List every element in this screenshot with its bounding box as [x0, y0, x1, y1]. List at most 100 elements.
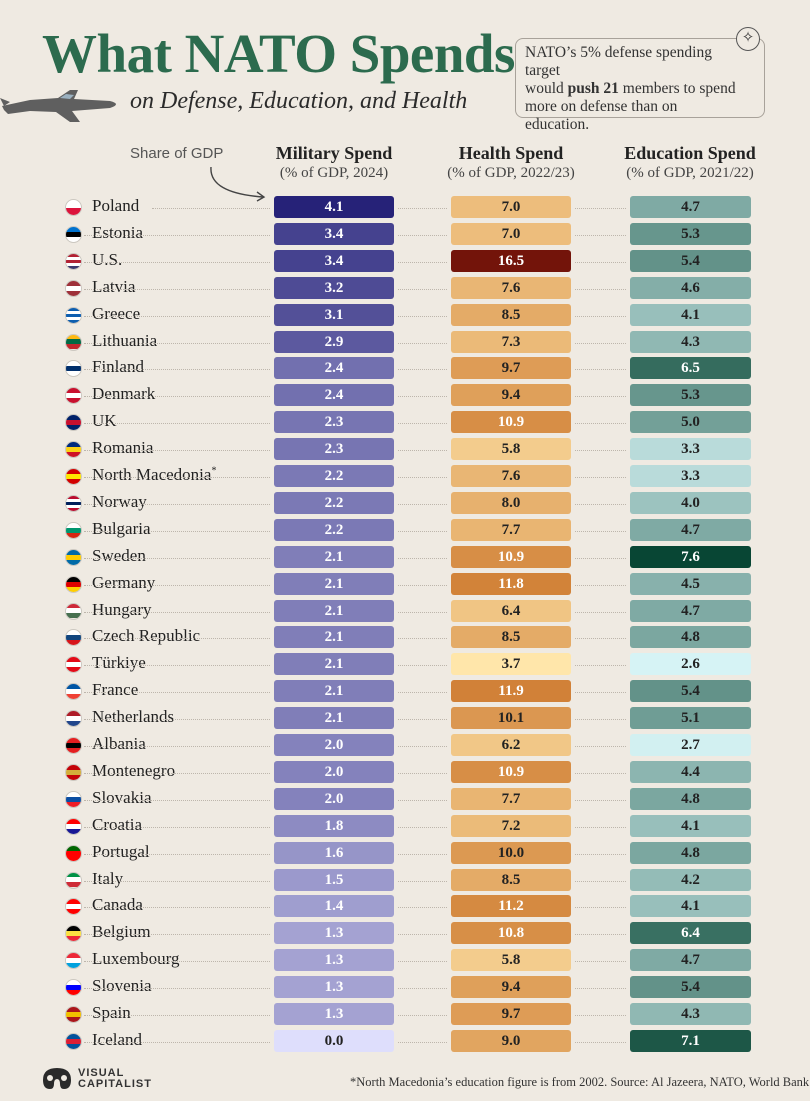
country-name: Hungary — [92, 599, 152, 619]
education-column-subtitle: (% of GDP, 2021/22) — [626, 165, 754, 181]
flag-icon — [65, 360, 82, 378]
military-column-subtitle: (% of GDP, 2024) — [279, 165, 389, 181]
health-value-cell: 8.5 — [451, 626, 571, 649]
country-name: Finland — [92, 357, 144, 377]
footnote-mark: * — [211, 465, 217, 477]
health-value-cell: 7.0 — [451, 222, 571, 245]
military-value-cell: 2.4 — [274, 357, 394, 380]
country-name: Latvia — [92, 276, 136, 296]
table-row: U.S. 3.4 16.5 5.4 — [0, 247, 810, 274]
health-value-cell: 7.6 — [451, 276, 571, 299]
country-name: Netherlands — [92, 707, 175, 727]
row-leader-dots — [152, 208, 270, 209]
row-leader-dots — [398, 315, 447, 317]
row-leader-dots — [84, 611, 270, 613]
row-leader-dots — [84, 261, 270, 263]
country-name: Denmark — [92, 384, 156, 404]
row-leader-dots — [84, 477, 270, 478]
health-value-cell: 10.9 — [451, 411, 571, 434]
row-leader-dots — [575, 315, 626, 317]
row-leader-dots — [398, 261, 447, 263]
health-value-cell: 8.5 — [451, 868, 571, 891]
row-leader-dots — [84, 396, 270, 398]
country-name: Italy — [92, 868, 124, 888]
country-name: Romania — [92, 438, 154, 458]
flag-icon — [65, 1032, 82, 1050]
education-value-cell: 5.4 — [630, 249, 751, 272]
table-row: Latvia 3.2 7.6 4.6 — [0, 274, 810, 301]
country-name: Iceland — [92, 1029, 143, 1049]
footnote: *North Macedonia’s education figure is f… — [350, 1075, 810, 1089]
table-row: Poland 4.1 7.0 4.7 — [0, 193, 810, 220]
row-leader-dots — [398, 208, 447, 209]
military-value-cell: 2.2 — [274, 465, 394, 487]
health-value-cell: 10.8 — [451, 922, 571, 945]
brand-line-1: VISUAL — [78, 1067, 125, 1079]
country-name: Spain — [92, 1003, 131, 1022]
military-value-cell: 2.3 — [274, 438, 394, 461]
row-leader-dots — [575, 208, 626, 209]
military-value-cell: 3.2 — [274, 276, 394, 299]
country-name: Bulgaria — [92, 518, 151, 538]
row-leader-dots — [575, 477, 626, 478]
row-leader-dots — [398, 880, 447, 882]
military-value-cell: 1.6 — [274, 841, 394, 864]
flag-icon — [65, 844, 82, 862]
military-value-cell: 0.0 — [274, 1029, 394, 1052]
flag-icon — [65, 521, 82, 539]
health-value-cell: 16.5 — [451, 249, 571, 272]
row-leader-dots — [575, 638, 626, 640]
flag-icon — [65, 925, 82, 943]
education-value-cell: 6.5 — [630, 357, 751, 380]
military-value-cell: 2.1 — [274, 626, 394, 649]
table-row: Türkiye 2.1 3.7 2.6 — [0, 650, 810, 677]
military-value-cell: 1.3 — [274, 976, 394, 999]
table-row: Norway 2.2 8.0 4.0 — [0, 489, 810, 516]
note-text: members to spend — [618, 80, 736, 97]
table-row: Bulgaria 2.2 7.7 4.7 — [0, 516, 810, 543]
row-leader-dots — [398, 342, 447, 344]
military-value-cell: 2.9 — [274, 330, 394, 353]
flag-icon — [65, 199, 82, 216]
flag-icon — [65, 306, 82, 324]
row-leader-dots — [575, 234, 626, 236]
flag-icon — [65, 979, 82, 997]
table-row: Montenegro 2.0 10.9 4.4 — [0, 758, 810, 785]
flag-icon — [65, 387, 82, 405]
military-value-cell: 2.0 — [274, 787, 394, 810]
row-leader-dots — [575, 342, 626, 344]
education-value-cell: 4.3 — [630, 330, 751, 353]
callout-note: NATO’s 5% defense spending target would … — [515, 27, 765, 133]
flag-icon — [65, 817, 82, 835]
row-leader-dots — [84, 584, 270, 586]
flag-icon — [65, 441, 82, 459]
health-value-cell: 9.0 — [451, 1029, 571, 1052]
flag-icon — [65, 871, 82, 889]
education-value-cell: 5.3 — [630, 222, 751, 245]
row-leader-dots — [398, 369, 447, 371]
brand-name: VISUAL CAPITALIST — [78, 1068, 152, 1090]
flag-icon — [65, 575, 82, 593]
health-value-cell: 3.7 — [451, 653, 571, 676]
education-value-cell: 7.6 — [630, 545, 751, 568]
country-name: Slovenia — [92, 976, 152, 996]
row-leader-dots — [84, 423, 270, 425]
flag-icon — [65, 790, 82, 808]
health-value-cell: 11.8 — [451, 572, 571, 595]
flag-icon — [65, 1006, 82, 1023]
health-value-cell: 8.5 — [451, 303, 571, 326]
row-leader-dots — [398, 853, 447, 855]
table-row: Finland 2.4 9.7 6.5 — [0, 354, 810, 381]
education-value-cell: 4.5 — [630, 572, 751, 595]
health-value-cell: 11.9 — [451, 680, 571, 703]
flag-icon — [65, 279, 82, 297]
flag-icon — [65, 898, 82, 916]
country-name: Greece — [92, 303, 141, 323]
row-leader-dots — [398, 530, 447, 532]
country-name: Lithuania — [92, 330, 158, 350]
health-value-cell: 10.1 — [451, 707, 571, 730]
health-value-cell: 7.7 — [451, 787, 571, 810]
row-leader-dots — [84, 853, 270, 855]
